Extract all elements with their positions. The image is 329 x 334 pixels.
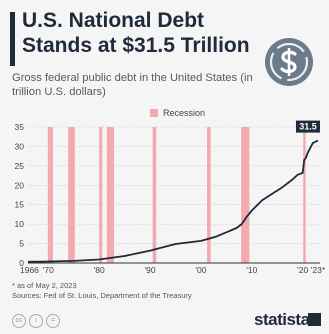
recession-band bbox=[241, 127, 250, 263]
x-tick-label: '70 bbox=[43, 265, 54, 275]
chart-subtitle: Gross federal public debt in the United … bbox=[12, 72, 253, 98]
x-tick-label: '10 bbox=[246, 265, 257, 275]
footnote: * as of May 2, 2023 Sources: Fed of St. … bbox=[12, 281, 192, 301]
recession-band bbox=[99, 127, 103, 263]
page-title: U.S. National Debt Stands at $31.5 Trill… bbox=[22, 9, 250, 57]
y-tick-label: 20 bbox=[15, 180, 25, 190]
recession-band bbox=[207, 127, 211, 263]
y-tick-label: 5 bbox=[19, 239, 24, 249]
title-accent-bar bbox=[10, 12, 15, 66]
x-tick-label: '90 bbox=[145, 265, 156, 275]
x-tick-label: '20 bbox=[297, 265, 308, 275]
recession-band bbox=[68, 127, 75, 263]
x-tick-label: '00 bbox=[195, 265, 206, 275]
legend-label-recession: Recession bbox=[163, 108, 206, 118]
value-badge-label: 31.5 bbox=[299, 122, 317, 132]
brand-logo-icon bbox=[308, 313, 321, 326]
value-badge bbox=[295, 120, 320, 133]
license-icons: cc i = bbox=[12, 314, 60, 328]
cc-icon: cc bbox=[12, 314, 26, 328]
x-tick-label: '23* bbox=[311, 265, 326, 275]
recession-band bbox=[106, 127, 114, 263]
y-tick-label: 25 bbox=[15, 161, 25, 171]
y-tick-label: 35 bbox=[15, 122, 25, 132]
by-icon: i bbox=[29, 314, 43, 328]
x-tick-label: 1966 bbox=[20, 265, 39, 275]
x-tick-label: '80 bbox=[94, 265, 105, 275]
y-tick-label: 10 bbox=[15, 219, 25, 229]
recession-band bbox=[303, 127, 306, 263]
dollar-coin-icon bbox=[265, 38, 313, 86]
footnote-note: * as of May 2, 2023 bbox=[12, 281, 77, 290]
equals-icon: = bbox=[46, 314, 60, 328]
footnote-sources: Sources: Fed of St. Louis, Department of… bbox=[12, 291, 192, 300]
chart-legend: Recession bbox=[150, 107, 205, 119]
debt-series-line bbox=[27, 139, 319, 263]
y-tick-label: 0 bbox=[19, 258, 24, 268]
recession-band bbox=[152, 127, 157, 263]
brand-logo-text: statista bbox=[254, 310, 310, 329]
recession-band bbox=[47, 127, 53, 263]
debt-line-chart: 0 5 10 15 20 25 30 35 1966 '70 '80 '90 '00 '10 '20'23*… bbox=[15, 120, 326, 275]
legend-swatch-recession bbox=[150, 109, 158, 117]
y-tick-label: 30 bbox=[15, 141, 25, 151]
y-tick-label: 15 bbox=[15, 200, 25, 210]
